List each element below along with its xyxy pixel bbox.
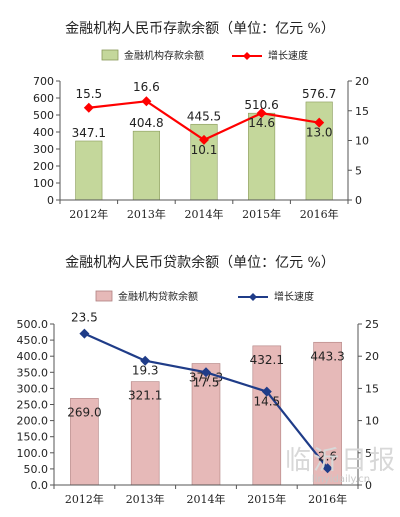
deposit-left-tick-label: 300 [33, 143, 54, 156]
deposit-growth-marker [199, 134, 209, 145]
deposit-growth-value-label: 14.6 [248, 116, 275, 130]
deposit-bar [75, 140, 103, 201]
loan-bar [70, 398, 99, 486]
loan-legend-line-label: 增长速度 [274, 290, 314, 303]
deposit-left-tick-label: 500 [33, 109, 54, 122]
loan-left-tick-label: 300.0 [17, 382, 49, 395]
deposit-bar-value-label: 347.1 [72, 126, 106, 140]
deposit-left-tick-label: 400 [33, 126, 54, 139]
deposit-x-tick-label: 2016年 [300, 207, 339, 221]
loan-growth-value-label: 19.3 [132, 364, 159, 378]
loan-chart-svg: 金融机构人民币贷款余额（单位：亿元 %） 金融机构贷款余额 增长速度 0.0 50.0 1… [17, 254, 380, 506]
deposit-bar-value-label: 404.8 [129, 116, 163, 130]
loan-left-tick-label: 500.0 [17, 318, 49, 331]
loan-left-tick-label: 0.0 [31, 479, 49, 492]
loan-chart: 金融机构人民币贷款余额（单位：亿元 %） 金融机构贷款余额 增长速度 0.0 50.0 1… [0, 250, 400, 517]
loan-growth-value-label: 14.5 [253, 395, 280, 409]
loan-left-tick-label: 100.0 [17, 447, 49, 460]
deposit-left-tick-label: 600 [33, 92, 54, 105]
loan-left-tick-label: 250.0 [17, 399, 49, 412]
loan-left-tick-label: 150.0 [17, 431, 49, 444]
deposit-growth-value-label: 16.6 [133, 80, 160, 94]
newspaper-watermark: 临沂日报 linyidaily.cn [282, 448, 400, 512]
deposit-chart-svg: 金融机构人民币存款余额（单位：亿元 %）金融机构存款余额 增长速度01002003… [33, 20, 369, 221]
deposit-bar [305, 101, 333, 201]
deposit-x-tick-label: 2013年 [127, 207, 166, 221]
deposit-left-tick-label: 100 [33, 177, 54, 190]
deposit-growth-marker [83, 102, 94, 113]
loan-right-tick-label: 15 [365, 382, 379, 395]
deposit-bar [248, 112, 276, 201]
deposit-bar-value-label: 576.7 [302, 87, 336, 101]
deposit-title: 金融机构人民币存款余额（单位：亿元 %） [65, 20, 335, 37]
deposit-legend-bar-swatch [101, 49, 119, 61]
loan-right-tick-label: 25 [365, 318, 379, 331]
deposit-left-tick-label: 200 [33, 160, 54, 173]
loan-bar-value-label: 443.3 [310, 349, 344, 363]
deposit-growth-marker [256, 108, 267, 119]
deposit-left-tick-label: 700 [33, 75, 54, 88]
loan-right-tick-label: 5 [365, 447, 372, 460]
deposit-growth-marker [141, 96, 152, 107]
deposit-right-tick-label: 0 [355, 194, 362, 207]
loan-legend-bar-label: 金融机构贷款余额 [118, 290, 198, 303]
loan-right-tick-label: 10 [365, 415, 379, 428]
deposit-chart: 金融机构人民币存款余额（单位：亿元 %） 金融机构存款余额 增长速度 0 100 200 3… [0, 0, 400, 250]
loan-growth-value-label: 23.5 [71, 311, 98, 325]
deposit-bar-value-label: 445.5 [187, 109, 221, 123]
deposit-legend-bar-label: 金融机构存款余额 [124, 49, 204, 62]
deposit-bar-value-label: 510.6 [244, 98, 278, 112]
loan-bar [252, 345, 282, 486]
loan-title: 金融机构人民币贷款余额（单位：亿元 %） [65, 254, 335, 271]
deposit-left-tick-label: 0 [47, 194, 54, 207]
deposit-right-tick-label: 10 [355, 135, 369, 148]
watermark-url: linyidaily.cn [311, 474, 371, 485]
deposit-growth-value-label: 10.1 [191, 143, 218, 157]
loan-x-tick-label: 2016年 [308, 492, 347, 506]
deposit-bar [132, 130, 160, 201]
deposit-legend-line-marker [243, 52, 251, 60]
loan-bar-value-label: 269.0 [67, 405, 101, 419]
loan-growth-value-label: 2.6 [318, 449, 337, 463]
loan-x-tick-label: 2013年 [126, 492, 165, 506]
loan-bar-value-label: 432.1 [250, 353, 284, 367]
loan-bar [130, 381, 160, 486]
loan-left-tick-label: 350.0 [17, 366, 49, 379]
loan-legend-bar-swatch [95, 290, 113, 302]
deposit-x-tick-label: 2015年 [242, 207, 281, 221]
loan-bar [191, 363, 221, 486]
deposit-legend-line-label: 增长速度 [268, 49, 308, 62]
loan-x-tick-label: 2015年 [247, 492, 286, 506]
loan-growth-marker [79, 328, 90, 339]
loan-left-tick-label: 400.0 [17, 350, 49, 363]
loan-right-tick-label: 20 [365, 350, 379, 363]
loan-left-tick-label: 200.0 [17, 415, 49, 428]
loan-x-tick-label: 2014年 [187, 492, 226, 506]
loan-growth-marker [322, 463, 333, 474]
deposit-right-tick-label: 5 [355, 164, 362, 177]
deposit-growth-value-label: 13.0 [306, 126, 333, 140]
loan-growth-value-label: 17.5 [193, 375, 220, 389]
deposit-growth-value-label: 15.5 [75, 87, 102, 101]
deposit-x-tick-label: 2014年 [185, 207, 224, 221]
loan-x-tick-label: 2012年 [65, 492, 104, 506]
loan-bar-value-label: 321.1 [128, 389, 162, 403]
loan-growth-marker [201, 367, 211, 378]
loan-bar [313, 341, 342, 486]
loan-growth-marker [140, 355, 151, 366]
loan-growth-marker [261, 386, 272, 397]
deposit-right-tick-label: 20 [355, 75, 369, 88]
deposit-right-tick-label: 15 [355, 105, 369, 118]
deposit-growth-marker [314, 117, 325, 128]
loan-right-tick-label: 0 [365, 479, 372, 492]
watermark-logo: 临沂日报 [284, 446, 397, 476]
deposit-x-tick-label: 2012年 [69, 207, 108, 221]
loan-legend-line-marker [249, 293, 257, 301]
loan-left-tick-label: 50.0 [24, 463, 49, 476]
loan-left-tick-label: 450.0 [17, 334, 49, 347]
